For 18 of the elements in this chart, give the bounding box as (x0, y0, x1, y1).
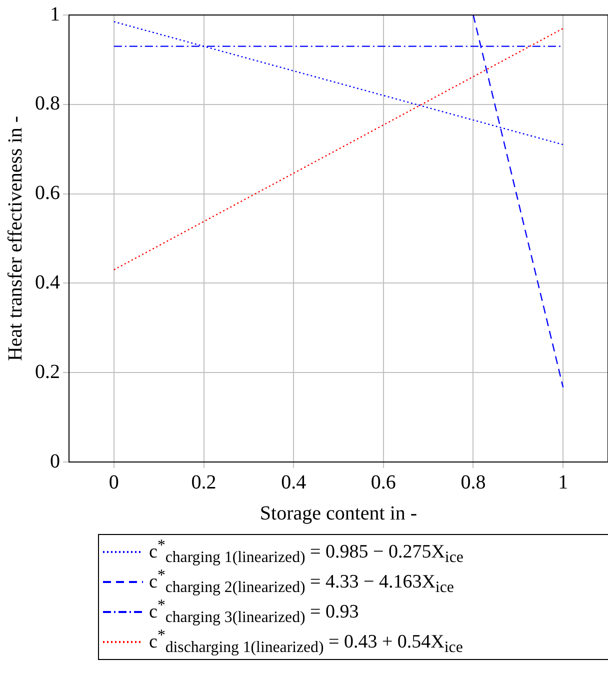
x-tick-label: 0.8 (460, 471, 486, 494)
y-tick-label: 0.2 (35, 360, 60, 383)
x-tick-label: 0.6 (370, 471, 396, 494)
y-tick-label: 0.6 (35, 182, 60, 204)
x-tick-label: 0.4 (281, 471, 306, 494)
y-tick-label: 0.8 (35, 92, 60, 115)
y-tick-label: 0.4 (35, 271, 60, 294)
y-axis-title: Heat transfer effectiveness in - (4, 116, 26, 362)
x-tick-label: 0.2 (191, 471, 216, 494)
x-axis-title: Storage content in - (260, 502, 418, 524)
x-tick-label: 1 (558, 471, 568, 494)
x-tick-label: 0 (108, 471, 119, 494)
legend-label: c$^{*}$$_{charging 2(linearized)}$ = 4.33 − 4.163X$_{ice}$ (149, 566, 454, 598)
y-tick-label: 1 (50, 3, 60, 26)
legend-label: c$^{*}$$_{charging 1(linearized)}$ = 0.985 − 0.275X$_{ice}$ (149, 536, 464, 568)
y-tick-label: 0 (50, 450, 60, 472)
legend-label: c$^{*}$$_{discharging 1(linearized)}$ = 0.43 + 0.54X$_{ice}$ (149, 626, 463, 658)
legend-label: c$^{*}$$_{charging 3(linearized)}$ = 0.93 (149, 596, 359, 628)
